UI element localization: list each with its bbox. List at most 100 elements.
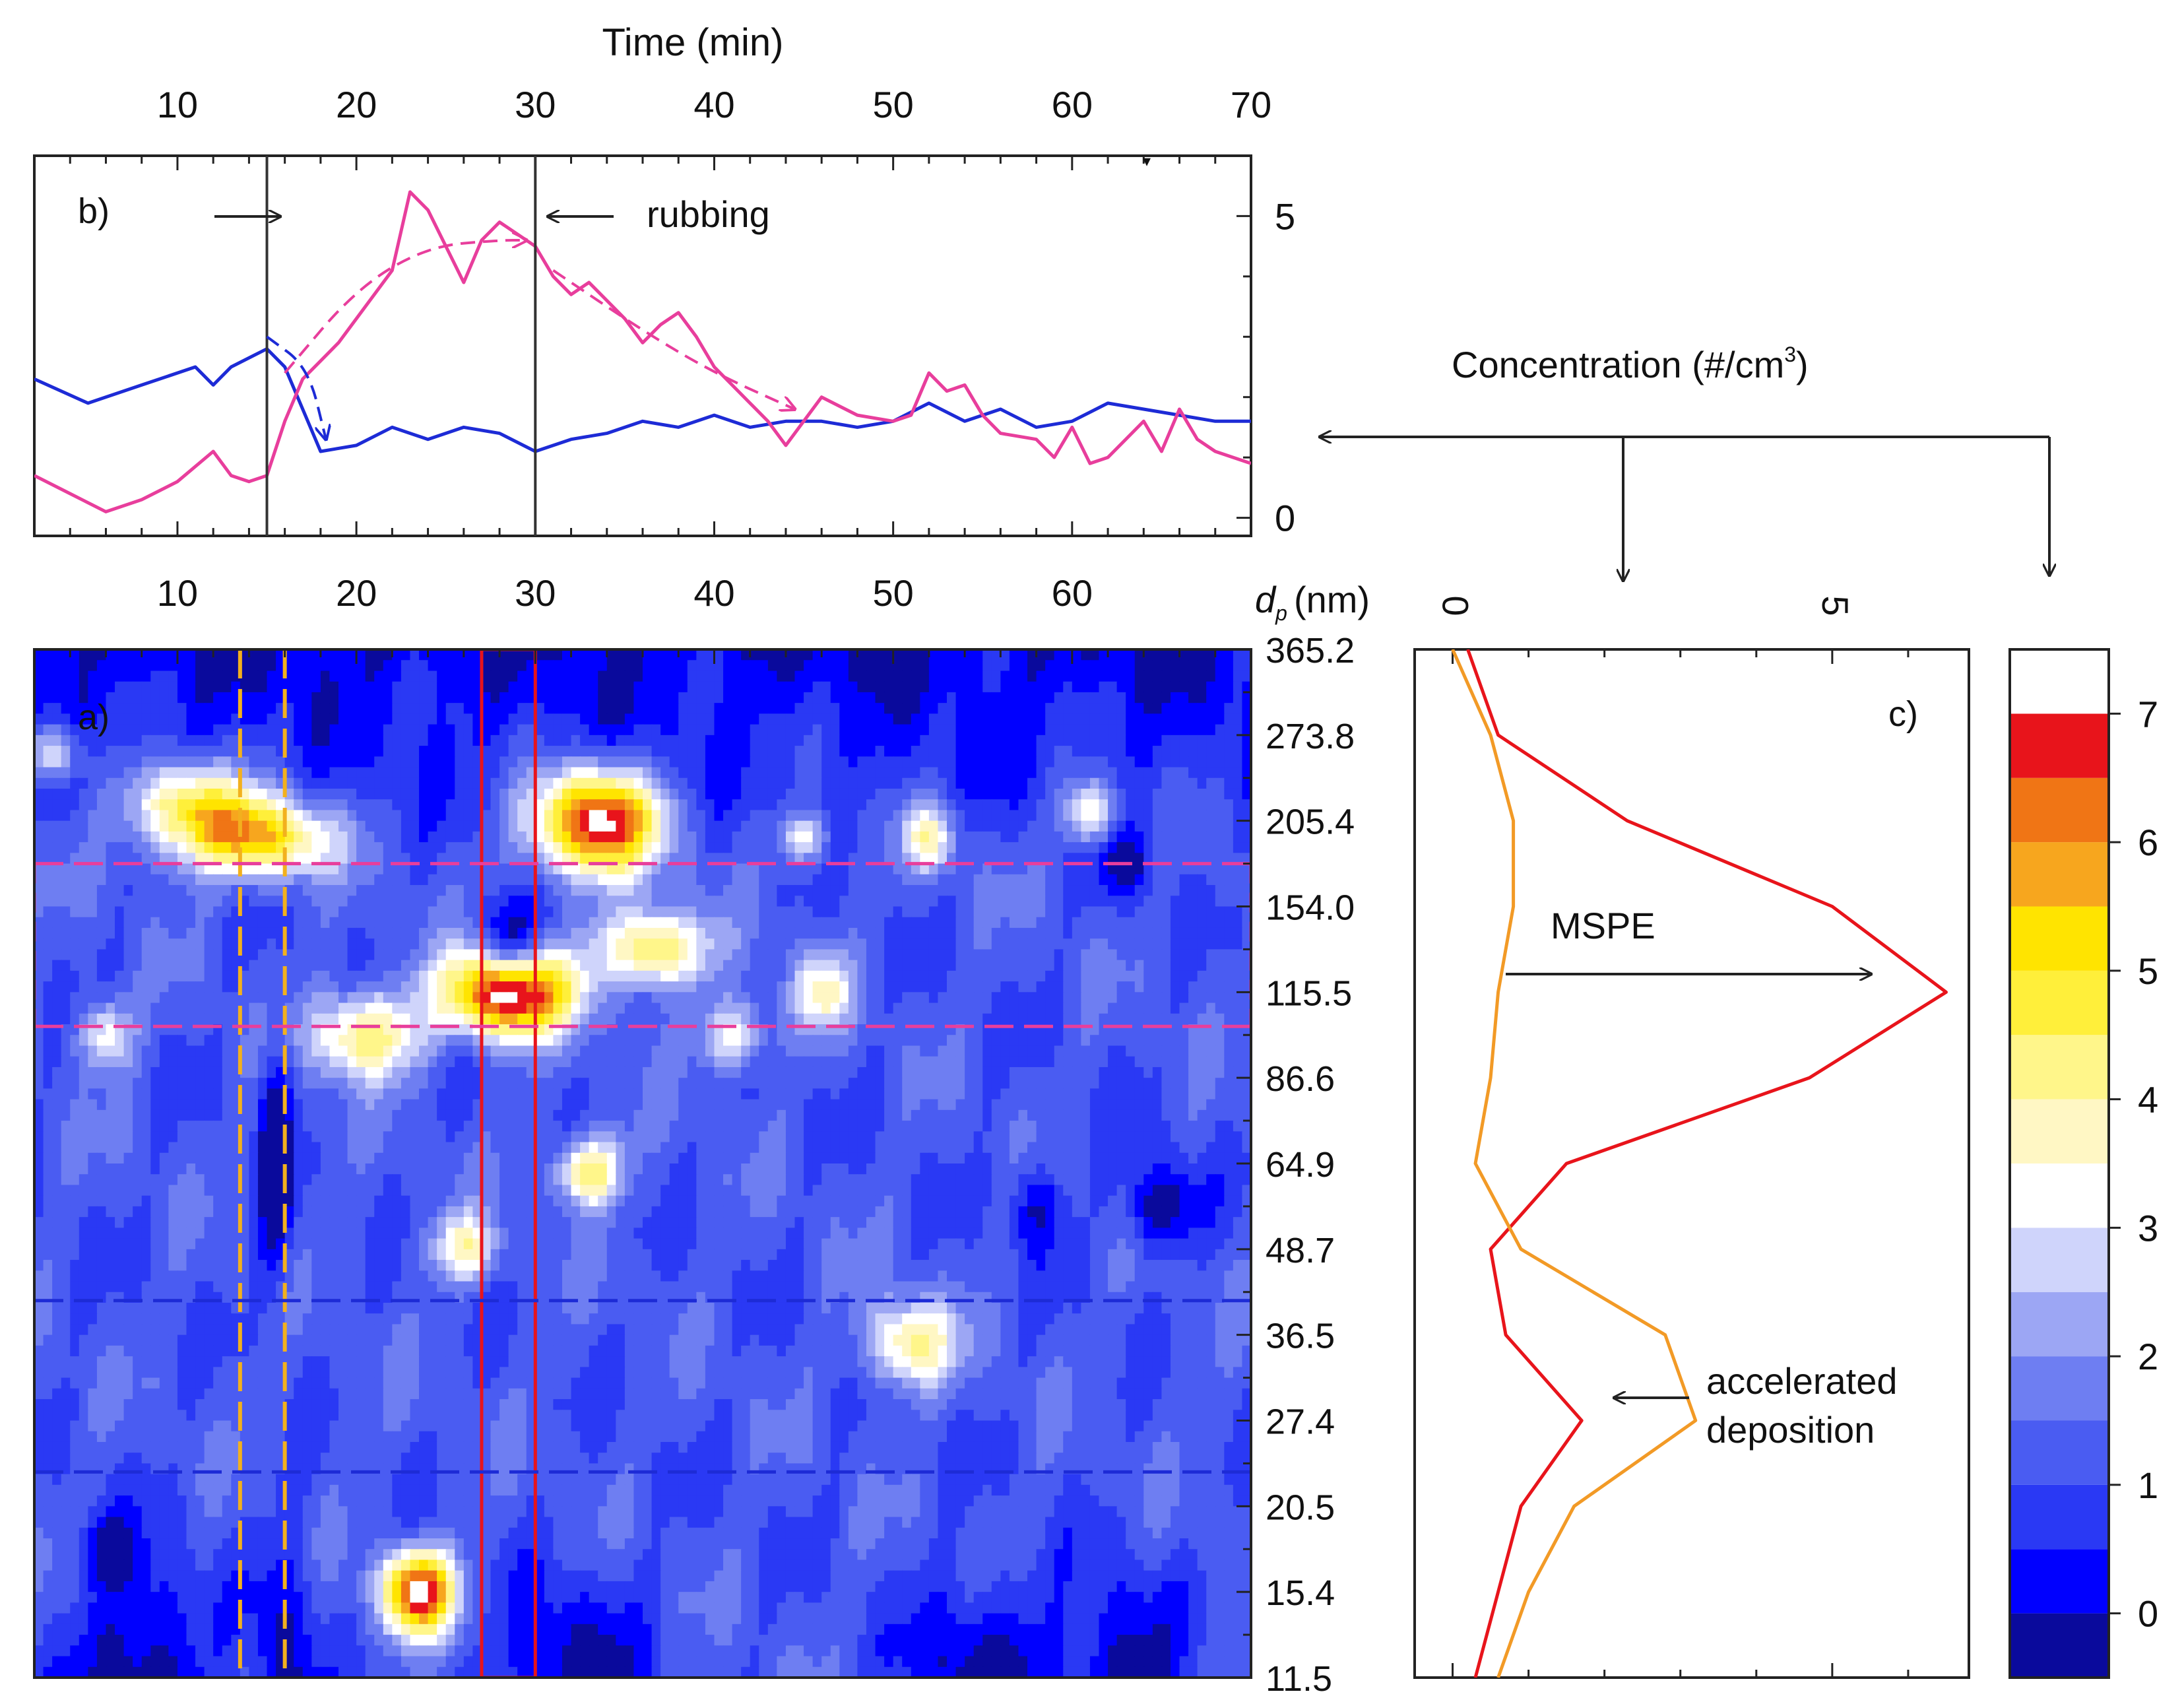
heatmap-cell <box>1224 906 1234 918</box>
heatmap-cell <box>1036 810 1046 822</box>
heatmap-cell <box>428 713 437 725</box>
heatmap-cell <box>785 842 796 854</box>
heatmap-cell <box>821 938 831 950</box>
heatmap-cell <box>911 1013 921 1025</box>
heatmap-cell <box>965 831 975 843</box>
heatmap-cell <box>1215 970 1225 982</box>
heatmap-cell <box>1170 810 1180 822</box>
heatmap-cell <box>1116 863 1126 875</box>
heatmap-cell <box>669 681 680 693</box>
heatmap-cell <box>52 703 62 715</box>
heatmap-cell <box>410 1013 420 1025</box>
heatmap-cell <box>884 799 894 811</box>
heatmap-cell <box>88 820 98 832</box>
heatmap-cell <box>928 885 939 897</box>
heatmap-cell <box>106 735 115 746</box>
heatmap-cell <box>857 874 867 886</box>
heatmap-cell <box>428 724 437 736</box>
heatmap-cell <box>875 885 885 897</box>
heatmap-cell <box>669 799 680 811</box>
heatmap-cell <box>1197 938 1207 950</box>
heatmap-cell <box>490 703 500 715</box>
heatmap-cell <box>294 767 304 779</box>
heatmap-cell <box>186 906 196 918</box>
heatmap-cell <box>598 810 608 822</box>
heatmap-cell <box>410 756 420 768</box>
heatmap-cell <box>463 992 474 1004</box>
heatmap-cell <box>1072 896 1082 907</box>
heatmap-cell <box>347 692 357 704</box>
heatmap-cell <box>965 681 975 693</box>
heatmap-cell <box>186 853 196 865</box>
heatmap-cell <box>347 896 357 907</box>
heatmap-cell <box>544 885 554 897</box>
heatmap-cell <box>606 681 617 693</box>
heatmap-cell <box>1179 649 1189 661</box>
heatmap-cell <box>535 1013 545 1025</box>
heatmap-cell <box>1188 906 1198 918</box>
heatmap-cell <box>759 799 769 811</box>
heatmap-cell <box>893 842 903 854</box>
heatmap-cell <box>1215 681 1225 693</box>
heatmap-cell <box>714 820 724 832</box>
heatmap-cell <box>723 692 733 704</box>
heatmap-cell <box>535 746 545 758</box>
heatmap-cell <box>580 724 590 736</box>
heatmap-cell <box>43 863 53 875</box>
heatmap-cell <box>320 853 331 865</box>
heatmap-cell <box>150 970 160 982</box>
heatmap-cell <box>106 981 115 993</box>
heatmap-cell <box>1161 917 1171 929</box>
heatmap-cell <box>177 1002 187 1014</box>
heatmap-cell <box>490 874 500 886</box>
heatmap-cell <box>106 917 115 929</box>
heatmap-cell <box>714 949 724 961</box>
heatmap-cell <box>589 853 599 865</box>
heatmap-cell <box>437 885 447 897</box>
heatmap-cell <box>472 960 482 971</box>
heatmap-cell <box>419 777 429 789</box>
heatmap-cell <box>106 906 115 918</box>
heatmap-cell <box>463 810 474 822</box>
heatmap-cell <box>580 788 590 801</box>
heatmap-cell <box>965 788 975 801</box>
heatmap-cell <box>1009 906 1019 918</box>
heatmap-cell <box>383 938 393 950</box>
heatmap-cell <box>633 960 643 971</box>
heatmap-cell <box>177 649 187 661</box>
heatmap-cell <box>79 970 89 982</box>
heatmap-cell <box>544 746 554 758</box>
heatmap-cell <box>463 788 474 801</box>
heatmap-cell <box>624 810 635 822</box>
heatmap-cell <box>571 649 581 661</box>
heatmap-cell <box>1179 970 1189 982</box>
heatmap-cell <box>687 788 697 801</box>
heatmap-cell <box>79 820 89 832</box>
heatmap-cell <box>624 820 635 832</box>
heatmap-cell <box>1089 1002 1100 1014</box>
heatmap-cell <box>419 863 429 875</box>
heatmap-cell <box>133 799 143 811</box>
heatmap-cell <box>777 1013 787 1025</box>
heatmap-cell <box>115 777 125 789</box>
heatmap-cell <box>714 756 724 768</box>
heatmap-cell <box>589 788 599 801</box>
heatmap-cell <box>517 735 527 746</box>
heatmap-cell <box>589 938 599 950</box>
heatmap-cell <box>830 981 841 993</box>
heatmap-cell <box>723 896 733 907</box>
heatmap-cell <box>750 885 760 897</box>
heatmap-cell <box>133 981 143 993</box>
heatmap-cell <box>204 927 214 939</box>
heatmap-cell <box>955 1002 965 1014</box>
heatmap-cell <box>857 1002 867 1014</box>
heatmap-cell <box>1089 692 1100 704</box>
heatmap-cell <box>723 810 733 822</box>
heatmap-cell <box>1197 992 1207 1004</box>
heatmap-cell <box>902 724 912 736</box>
heatmap-cell <box>955 992 965 1004</box>
heatmap-cell <box>1215 992 1225 1004</box>
heatmap-cell <box>1027 1013 1037 1025</box>
heatmap-cell <box>267 671 276 682</box>
heatmap-cell <box>660 992 670 1004</box>
